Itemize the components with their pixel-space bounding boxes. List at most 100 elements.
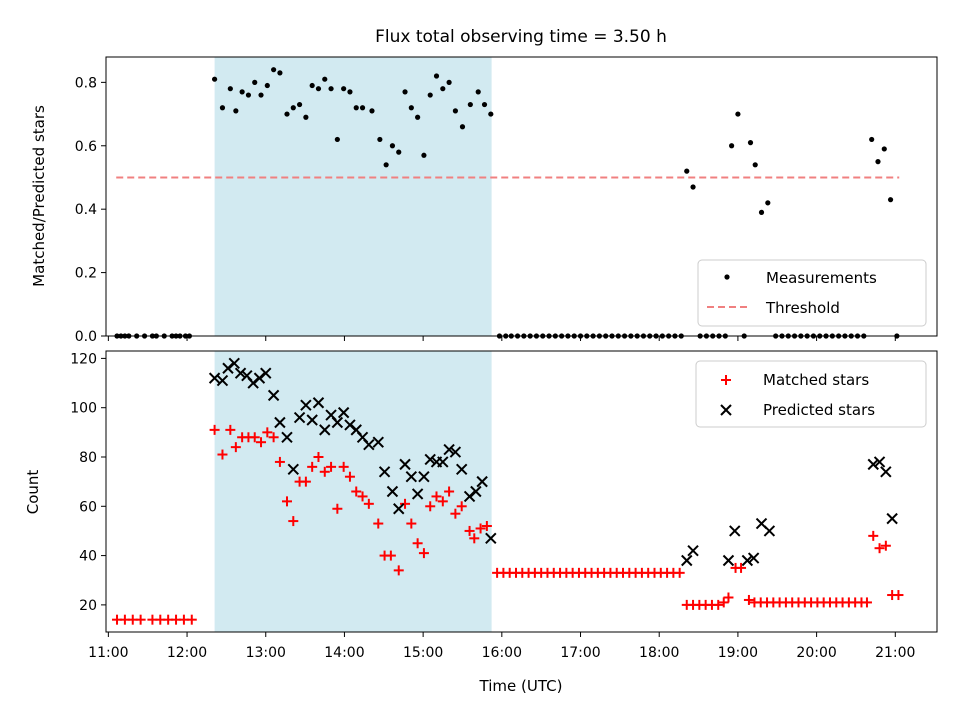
cross-b	[741, 554, 754, 567]
measurement-point	[290, 105, 296, 111]
measurement-point	[408, 105, 414, 111]
matched-star-point	[393, 565, 404, 576]
legend-marker-predicted	[720, 404, 732, 416]
measurement-point	[227, 86, 233, 92]
x-axis-label: Time (UTC)	[479, 677, 563, 695]
y-tick-label: 60	[79, 499, 97, 515]
measurement-point	[353, 105, 359, 111]
cross-b	[437, 456, 449, 468]
cross-b	[443, 443, 455, 456]
measurement-point	[245, 92, 252, 98]
cross-b	[424, 453, 436, 466]
matched-star-point	[249, 432, 260, 443]
matched-star-point	[351, 486, 362, 497]
matched-star-point	[736, 562, 747, 573]
measurement-point	[328, 86, 334, 92]
predicted-star-point	[437, 456, 449, 468]
measurement-point	[481, 101, 488, 108]
predicted-star-point	[216, 374, 229, 387]
measurement-point	[277, 70, 283, 76]
cross-b	[337, 406, 350, 419]
cross-b	[399, 458, 411, 471]
measurement-point	[875, 159, 881, 165]
x-tick-label: 13:00	[246, 645, 286, 661]
measurement-point	[459, 124, 466, 130]
cross-b	[418, 471, 430, 483]
measurement-point	[887, 197, 894, 203]
predicted-star-point	[281, 431, 293, 443]
top-y-axis-label: Matched/Predicted stars	[30, 105, 48, 287]
bottom-x-axis: 11:00 12:00 13:00 14:00 15:00 16:00 17:00 18:00…	[88, 632, 915, 661]
predicted-star-point	[331, 416, 344, 429]
cross-b	[763, 525, 776, 537]
top-legend-box	[697, 259, 927, 327]
cross-b	[208, 372, 221, 384]
measurement-point	[303, 114, 309, 120]
top-shaded-region-layer	[214, 57, 492, 336]
matched-star-point	[385, 550, 396, 561]
y-tick-label: 0.6	[75, 139, 97, 155]
cross-b	[260, 367, 272, 379]
predicted-star-point	[393, 503, 405, 515]
predicted-star-point	[234, 367, 247, 379]
matched-star-point	[481, 521, 492, 532]
matched-star-point	[268, 432, 279, 443]
cross-b	[287, 463, 299, 476]
legend-label-matched: Matched stars	[763, 371, 869, 389]
measurement-point	[869, 136, 875, 143]
predicted-star-point	[312, 397, 325, 409]
predicted-star-point	[687, 544, 699, 557]
predicted-star-point	[763, 525, 776, 537]
matched-star-point	[186, 614, 197, 625]
matched-star-point	[718, 597, 729, 608]
x-tick-label: 15:00	[403, 645, 443, 661]
matched-star-point	[262, 427, 273, 438]
cross-b	[411, 488, 424, 500]
matched-star-point	[437, 496, 448, 507]
matched-star-point	[450, 508, 461, 519]
y-tick-label: 0.8	[75, 75, 97, 91]
top-x-ticks	[107, 336, 896, 341]
measurement-point	[747, 140, 754, 146]
x-tick-label: 18:00	[639, 645, 679, 661]
top-shaded-region	[214, 57, 492, 336]
predicted-star-point	[722, 554, 735, 567]
matched-star-point	[743, 594, 754, 605]
x-tick-label: 12:00	[167, 645, 207, 661]
predicted-star-point	[293, 411, 306, 424]
cross-b	[274, 416, 286, 429]
measurement-point	[758, 209, 765, 215]
predicted-star-point	[886, 512, 898, 525]
matched-star-point	[868, 530, 879, 541]
predicted-star-point	[418, 471, 430, 483]
measurement-point	[315, 86, 322, 92]
measurement-point	[433, 73, 440, 79]
predicted-star-point	[455, 463, 468, 476]
predicted-star-point	[741, 554, 754, 567]
predicted-star-point	[405, 471, 418, 483]
predicted-star-point	[337, 406, 350, 419]
matched-star-point	[861, 597, 872, 608]
bottom-panel: 20 40 60 80 100 120 11:00 12:00 13:00 14:00 15:00…	[24, 350, 938, 695]
measurement-point	[440, 86, 446, 92]
cross-b	[867, 458, 879, 471]
x-tick-label: 17:00	[560, 645, 600, 661]
cross-b	[312, 397, 325, 409]
predicted-star-point	[228, 357, 240, 370]
predicted-star-point	[470, 485, 482, 498]
cross-b	[873, 456, 886, 468]
matched-star-point	[338, 461, 349, 472]
matched-star-point	[230, 442, 241, 453]
cross-b	[722, 554, 735, 567]
predicted-star-point	[306, 414, 318, 426]
predicted-star-point	[267, 389, 280, 402]
cross-b	[681, 554, 693, 567]
predicted-star-point	[208, 372, 221, 384]
y-tick-label: 20	[79, 598, 97, 614]
legend-marker-measurements	[724, 274, 730, 280]
matched-star-point	[400, 498, 411, 509]
top-y-axis: 0.0 0.2 0.4 0.6 0.8	[75, 75, 106, 345]
measurement-point	[881, 146, 887, 152]
measurement-point	[271, 67, 277, 73]
